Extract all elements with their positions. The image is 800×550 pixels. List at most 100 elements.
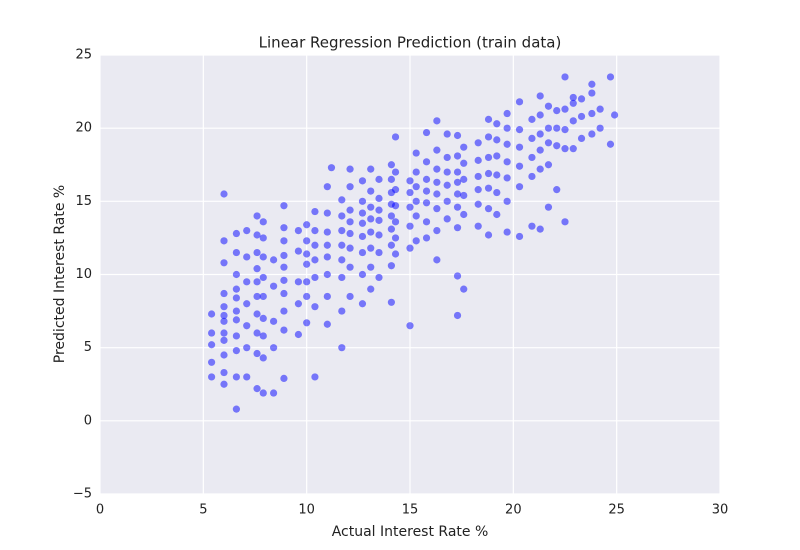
point [259,218,267,226]
point [536,130,544,138]
point [208,373,216,381]
point [453,224,462,232]
point [259,234,267,242]
y-tick-label: 10 [75,267,92,282]
point [561,105,569,113]
point [406,322,414,330]
point [588,80,596,88]
point [503,158,511,166]
point [280,307,288,315]
point [493,136,501,144]
x-tick-label: 20 [505,503,522,518]
point [232,248,240,257]
point [338,227,346,235]
point [443,168,451,176]
point [484,133,493,141]
labels: 0 5 10 15 20 25 30 −5 0 5 10 15 20 25 [73,48,728,518]
point [433,146,441,154]
point [406,177,414,185]
point [259,389,267,397]
point [553,142,561,150]
point [280,237,288,245]
x-tick-label: 15 [402,503,419,518]
point [536,165,544,173]
point [387,212,395,220]
point [220,368,228,377]
point [323,320,331,328]
point [412,212,420,220]
point [484,184,493,192]
point [375,175,383,183]
point [588,130,596,138]
point [280,326,288,334]
point [544,124,553,132]
point [453,311,462,320]
point [443,130,451,138]
point [367,228,375,236]
point [346,292,354,301]
point [412,197,420,205]
point [270,317,278,325]
grid [99,54,721,495]
point [443,197,451,205]
point [406,203,414,211]
point [484,205,493,213]
y-tick-label: 15 [75,194,92,209]
point [561,218,569,226]
point [503,228,511,236]
point [561,126,569,134]
point [588,89,596,97]
point [453,131,462,140]
point [253,310,261,318]
point [338,256,346,264]
point [280,251,288,260]
point [453,272,462,280]
point [515,183,524,191]
point [358,248,367,257]
point [515,98,524,106]
point [280,374,288,382]
point [270,256,278,264]
x-axis-label: Actual Interest Rate % [332,524,489,540]
point [220,380,228,388]
point [208,329,216,337]
point [259,292,267,301]
point [422,187,431,195]
point [232,373,240,381]
point [346,165,354,173]
point [253,248,261,257]
point [606,140,615,148]
point [294,330,302,339]
point [503,124,511,132]
point [270,344,278,352]
point [536,111,544,119]
point [367,165,375,173]
point [561,145,569,153]
point [367,203,375,211]
point [243,300,251,308]
point [253,349,261,358]
point [367,263,375,271]
point [493,171,501,179]
point [323,241,331,249]
point [220,336,228,344]
x-tick-label: 25 [608,503,625,518]
point [460,285,468,293]
point [338,307,346,315]
point [220,317,228,325]
x-tick-label: 30 [712,503,729,518]
y-tick-label: 20 [75,121,92,136]
point [358,232,367,241]
point [232,405,240,413]
point [375,231,383,239]
point [338,273,346,282]
point [588,109,596,118]
point [220,329,228,337]
point [433,178,441,186]
point [253,278,261,286]
point [553,107,561,115]
point [270,282,278,290]
point [536,146,544,154]
point [358,209,367,217]
point [561,73,569,81]
